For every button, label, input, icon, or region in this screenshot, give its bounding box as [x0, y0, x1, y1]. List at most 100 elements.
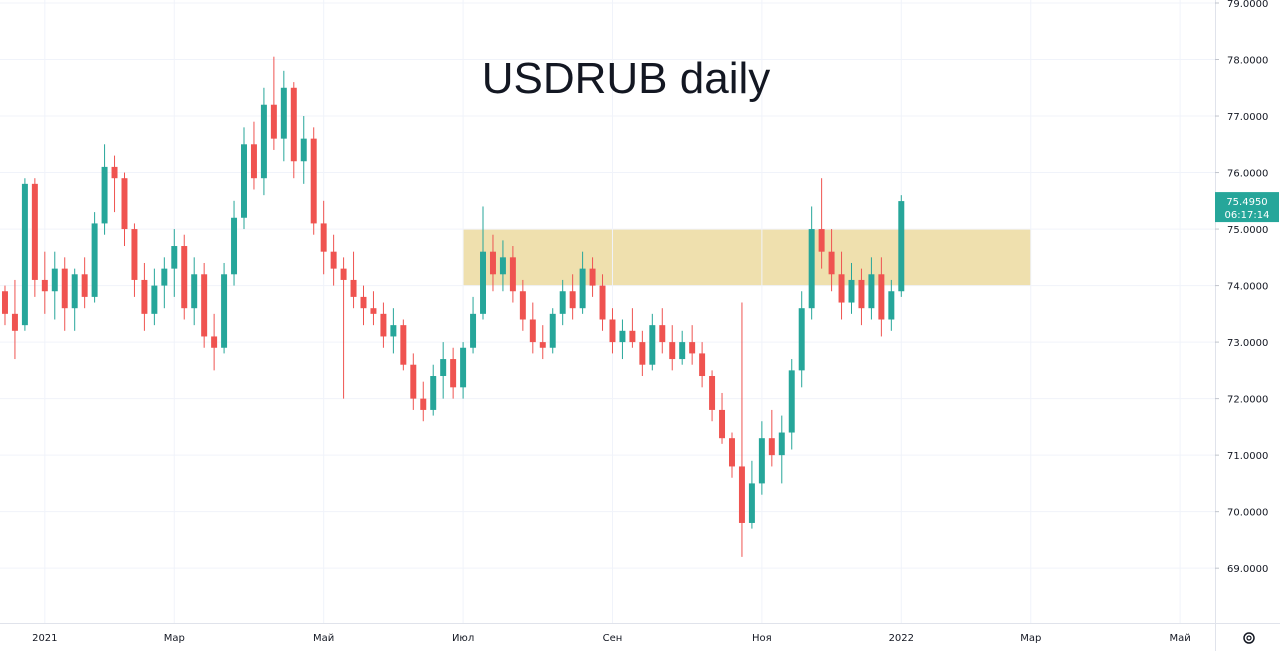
settings-icon[interactable]	[1243, 632, 1255, 644]
candle-body	[1, 291, 8, 314]
y-tick-label: 75.0000	[1227, 225, 1268, 236]
candle-body	[131, 229, 138, 280]
x-tick-label: Ноя	[752, 633, 772, 644]
candle-body	[509, 257, 516, 292]
candle-body	[21, 183, 28, 326]
candle-body	[679, 342, 686, 360]
candle-body	[579, 268, 586, 309]
candle-body	[719, 409, 726, 439]
y-tick-label: 77.0000	[1227, 112, 1268, 123]
candle-body	[738, 466, 745, 523]
candle-body	[489, 251, 496, 275]
candle-body	[729, 438, 735, 467]
candle-body	[599, 285, 606, 320]
candle-body	[470, 313, 477, 348]
y-tick-label: 74.0000	[1227, 282, 1268, 293]
candle-body	[519, 291, 526, 320]
candle-body	[221, 274, 228, 348]
candle-body	[360, 296, 367, 309]
y-tick-label: 78.0000	[1227, 56, 1268, 67]
candle-body	[639, 342, 646, 365]
candle-body	[669, 342, 676, 360]
candle-body	[61, 268, 68, 309]
candle-body	[101, 166, 108, 224]
y-tick-label: 70.0000	[1227, 508, 1268, 519]
candle-body	[818, 229, 825, 252]
candle-body	[211, 336, 218, 348]
chart-title: USDRUB daily	[482, 54, 771, 103]
candle-body	[241, 144, 247, 218]
candle-body	[330, 251, 337, 269]
last-price-label: 75.4950	[1226, 197, 1267, 208]
y-tick-label: 79.0000	[1227, 0, 1268, 10]
last-price-box	[1215, 192, 1279, 223]
x-tick-label: 2022	[889, 633, 914, 644]
candle-body	[848, 279, 855, 303]
candle-body	[250, 144, 257, 179]
candle-body	[549, 313, 556, 348]
candle-body	[888, 291, 895, 320]
candle-body	[430, 376, 437, 410]
candle-body	[689, 342, 696, 354]
candle-body	[589, 268, 596, 286]
candle-body	[121, 178, 128, 230]
candle-body	[111, 166, 118, 179]
candle-body	[280, 87, 287, 139]
candle-body	[649, 325, 656, 365]
candle-body	[440, 359, 447, 377]
y-tick-label: 69.0000	[1227, 564, 1268, 575]
candle-body	[629, 330, 636, 343]
y-tick-label: 72.0000	[1227, 395, 1268, 406]
zone	[463, 229, 1031, 286]
y-tick-label: 73.0000	[1227, 338, 1268, 349]
candle-body	[788, 370, 795, 433]
candle-body	[758, 438, 765, 484]
candle-body	[181, 246, 188, 309]
candle-body	[858, 279, 865, 309]
candle-body	[171, 246, 178, 269]
candle-body	[11, 313, 18, 331]
candle-body	[808, 229, 815, 309]
candle-body	[320, 223, 327, 252]
candle-body	[410, 364, 417, 399]
candle-body	[709, 376, 716, 410]
candle-body	[71, 274, 78, 309]
candle-body	[768, 438, 775, 456]
candle-body	[828, 251, 835, 275]
candle-body	[559, 291, 566, 314]
candle-body	[898, 201, 905, 292]
candle-body	[778, 432, 785, 456]
y-tick-label: 71.0000	[1227, 451, 1268, 462]
candle-body	[141, 279, 148, 314]
candle-body	[868, 274, 875, 309]
x-tick-label: Мар	[164, 633, 185, 644]
candle-body	[878, 274, 885, 320]
candle-body	[31, 183, 38, 280]
candle-body	[340, 268, 347, 280]
candle-body	[201, 274, 208, 337]
candle-body	[270, 104, 277, 139]
candle-body	[460, 347, 467, 388]
candle-body	[370, 308, 377, 314]
candle-body	[300, 138, 307, 162]
candle-body	[529, 319, 536, 343]
candle-body	[290, 87, 297, 162]
candle-body	[798, 308, 805, 371]
candle-body	[380, 313, 387, 337]
candle-body	[499, 257, 506, 275]
x-tick-label: 2021	[32, 633, 57, 644]
candle-body	[191, 274, 198, 309]
candle-body	[420, 398, 427, 410]
candle-body	[231, 217, 238, 275]
candle-body	[450, 359, 457, 388]
countdown: 06:17:14	[1225, 210, 1270, 221]
candle-body	[400, 325, 407, 365]
candle-body	[609, 319, 616, 343]
candle-body	[81, 274, 88, 297]
candle-body	[539, 342, 546, 348]
candle-body	[310, 138, 317, 224]
candle-body	[151, 285, 158, 314]
x-tick-label: Мар	[1020, 633, 1041, 644]
y-tick-label: 76.0000	[1227, 169, 1268, 180]
candle-body	[390, 325, 397, 337]
